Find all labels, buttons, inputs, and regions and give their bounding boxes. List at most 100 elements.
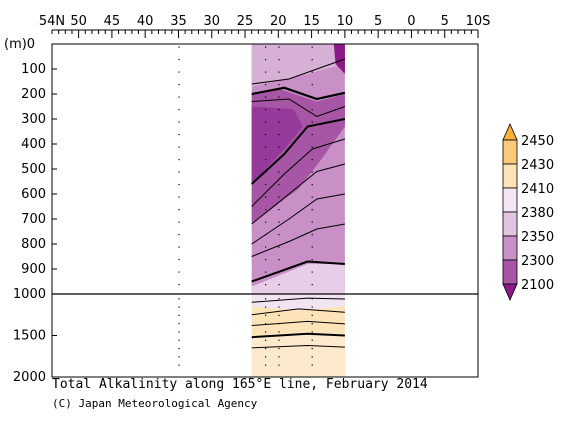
sample-dot [278, 209, 280, 211]
sample-dot [311, 298, 313, 300]
sample-dot [178, 347, 180, 350]
x-tick-label: 35 [170, 14, 187, 29]
sample-dot [178, 184, 180, 186]
x-tick-label: 5 [441, 14, 449, 29]
sample-dot [278, 196, 280, 198]
colorbar-legend: 2450 2430 2410 2380 2350 2300 2100 [502, 123, 554, 301]
sample-dot [178, 314, 180, 316]
sample-dot [178, 71, 180, 73]
sample-dot [278, 59, 280, 61]
contour-line [251, 86, 346, 101]
x-tick-label: 50 [70, 14, 87, 29]
sample-dot [178, 323, 180, 325]
sample-dot [278, 121, 280, 123]
sample-dot [178, 234, 180, 236]
sample-dot [178, 209, 180, 211]
sample-dot [265, 59, 267, 61]
sample-dot [178, 84, 180, 86]
sample-dot [278, 356, 280, 358]
sample-dot [278, 84, 280, 86]
sample-dot [265, 246, 267, 248]
sample-dot [265, 339, 267, 341]
sample-dot [265, 134, 267, 136]
sample-dot [311, 234, 313, 236]
sample-dot [311, 146, 313, 148]
sample-dot [278, 306, 280, 308]
sample-dot [265, 234, 267, 236]
sample-dot [311, 314, 313, 316]
chart-title: Total Alkalinity along 165°E line, Febru… [52, 377, 428, 392]
colorbar-swatch [502, 259, 518, 285]
sample-dot [178, 46, 180, 48]
depth-tick-label: 200 [21, 87, 46, 102]
contour-line [251, 308, 345, 316]
sample-dot [311, 134, 313, 136]
depth-tick-label: 500 [21, 162, 46, 177]
sample-dot [278, 171, 280, 173]
plot-area [178, 44, 346, 377]
sample-dot [278, 246, 280, 248]
contour-line [251, 163, 346, 225]
sample-dot [311, 96, 313, 98]
sample-dot [311, 356, 313, 358]
sample-dot [265, 347, 267, 350]
sample-dot [265, 259, 267, 261]
sample-dot [178, 146, 180, 148]
depth-tick-label: 800 [21, 237, 46, 252]
colorbar-swatch [502, 235, 518, 261]
sample-dot [311, 271, 313, 273]
colorbar-swatch [502, 211, 518, 237]
sample-dot [311, 339, 313, 341]
sample-dot [278, 71, 280, 73]
sample-dot [278, 184, 280, 186]
colorbar-label: 2410 [521, 182, 554, 197]
sample-dot [178, 331, 180, 333]
sample-dot [278, 323, 280, 325]
sample-dot [178, 259, 180, 261]
x-tick-label: 0 [407, 14, 415, 29]
sample-dot [265, 356, 267, 358]
depth-tick-label: 900 [21, 262, 46, 277]
depth-tick-label: 1000 [13, 287, 46, 302]
sample-dot [265, 71, 267, 73]
sample-dot [311, 109, 313, 111]
sample-dot [278, 46, 280, 48]
x-tick-label: 10S [466, 14, 491, 29]
x-tick-label: 5 [374, 14, 382, 29]
band-surface-core [333, 44, 345, 74]
sample-dot [178, 221, 180, 223]
sample-dot [311, 364, 313, 366]
sample-dot [311, 121, 313, 123]
band-surface [251, 44, 345, 87]
contour-line [251, 223, 345, 257]
sample-dot [178, 364, 180, 366]
sample-dot [311, 71, 313, 73]
sample-dot [278, 221, 280, 223]
contour-line [251, 332, 345, 339]
sample-dot [311, 306, 313, 308]
x-tick-label: 10 [337, 14, 354, 29]
colorbar-swatch [502, 163, 518, 189]
band-transition [251, 264, 345, 294]
contour-line [251, 297, 345, 303]
sample-dot [278, 339, 280, 341]
depth-tick-label: 600 [21, 187, 46, 202]
sample-dot [265, 184, 267, 186]
sample-dot [311, 184, 313, 186]
x-tick-label: 45 [104, 14, 121, 29]
sample-dot [311, 209, 313, 211]
contour-line [251, 344, 345, 349]
sample-dot [178, 159, 180, 161]
depth-tick-label: 2000 [13, 370, 46, 385]
sample-dot [265, 209, 267, 211]
sample-dot [311, 246, 313, 248]
sample-dot [178, 246, 180, 248]
contour-line [251, 118, 346, 185]
sample-dot [311, 347, 313, 350]
sample-dot [311, 159, 313, 161]
sample-dot [178, 134, 180, 136]
sample-dot [178, 121, 180, 123]
sample-dot [311, 284, 313, 286]
depth-tick-label: 700 [21, 212, 46, 227]
